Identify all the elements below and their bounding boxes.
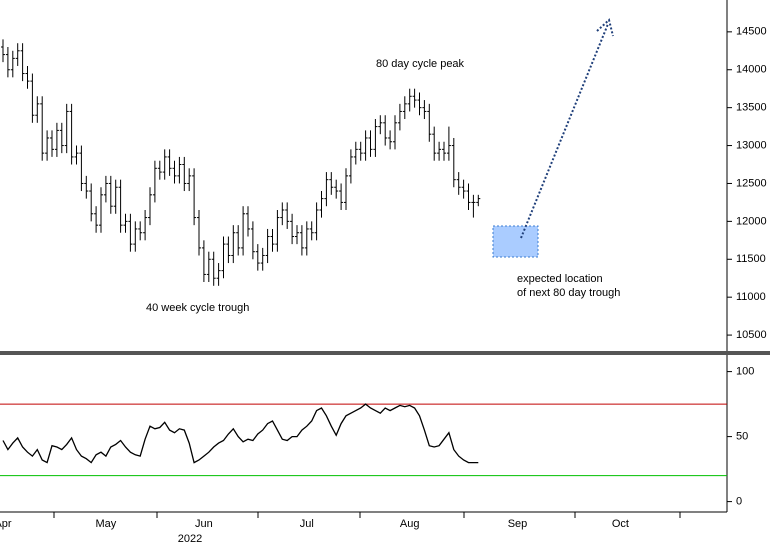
y-tick-label: 100 xyxy=(736,366,754,378)
y-tick-label: 14000 xyxy=(736,64,767,76)
x-tick-label: Oct xyxy=(612,518,629,530)
annotation: of next 80 day trough xyxy=(517,287,620,299)
y-tick-label: 14500 xyxy=(736,26,767,38)
y-tick-label: 50 xyxy=(736,431,748,443)
y-tick-label: 10500 xyxy=(736,329,767,341)
arrow-head xyxy=(596,18,614,37)
x-tick-label: May xyxy=(96,518,117,530)
x-tick-label: Apr xyxy=(0,518,12,530)
y-tick-label: 12000 xyxy=(736,215,767,227)
x-tick-label: Sep xyxy=(508,518,528,530)
annotation: 40 week cycle trough xyxy=(146,302,249,314)
y-tick-label: 12500 xyxy=(736,177,767,189)
x-tick-label: Jul xyxy=(300,518,314,530)
annotation: expected location xyxy=(517,273,603,285)
y-tick-label: 13500 xyxy=(736,102,767,114)
rsi-line xyxy=(2,403,479,464)
panel-divider xyxy=(0,351,770,355)
x-tick-label: Aug xyxy=(400,518,420,530)
x-tick-label: Jun xyxy=(195,518,213,530)
y-tick-label: 11500 xyxy=(736,253,766,265)
y-tick-label: 0 xyxy=(736,496,742,508)
y-tick-label: 13000 xyxy=(736,139,767,151)
trough-box xyxy=(492,225,539,258)
annotation: 80 day cycle peak xyxy=(376,58,465,70)
forecast-arrow xyxy=(520,23,609,239)
x-axis-year: 2022 xyxy=(178,533,202,544)
month-ticks xyxy=(53,512,681,518)
y-tick-label: 11000 xyxy=(736,291,766,303)
